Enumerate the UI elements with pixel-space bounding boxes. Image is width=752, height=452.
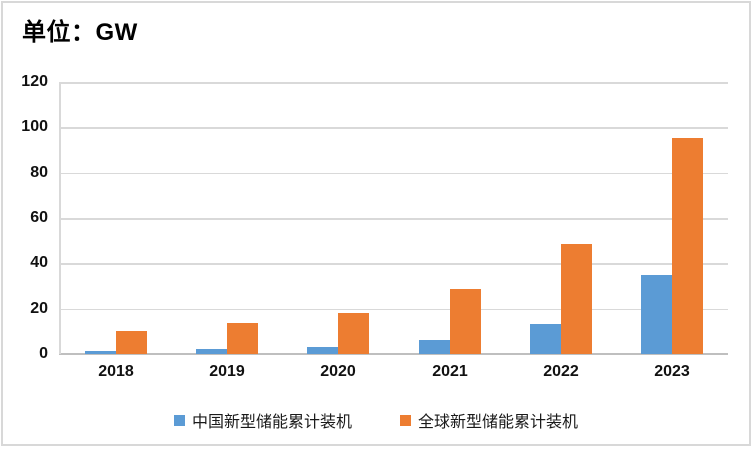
bar-china-2019 bbox=[196, 349, 227, 354]
gridline-y-20 bbox=[60, 308, 728, 311]
y-tick-label-100: 100 bbox=[21, 118, 48, 136]
y-axis-line bbox=[59, 82, 61, 354]
y-tick-label-120: 120 bbox=[21, 73, 48, 90]
legend: 中国新型储能累计装机 全球新型储能累计装机 bbox=[0, 408, 752, 432]
bar-china-2021 bbox=[419, 340, 450, 354]
bar-global-2020 bbox=[338, 313, 369, 354]
bar-china-2022 bbox=[530, 324, 561, 354]
x-tick-label-2022: 2022 bbox=[543, 363, 579, 380]
y-tick-label-20: 20 bbox=[30, 299, 48, 317]
chart-title: 单位：GW bbox=[22, 19, 138, 46]
gridline-y-120 bbox=[60, 82, 728, 84]
bar-global-2018 bbox=[116, 331, 147, 354]
gridline-y-40 bbox=[60, 263, 728, 265]
x-tick-label-2019: 2019 bbox=[209, 363, 245, 380]
x-tick-label-2023: 2023 bbox=[654, 363, 690, 380]
gridline-y-100 bbox=[60, 127, 728, 129]
x-tick-label-2020: 2020 bbox=[320, 363, 356, 380]
legend-item-china: 中国新型储能累计装机 bbox=[173, 408, 352, 432]
x-tick-label-2018: 2018 bbox=[98, 363, 134, 380]
x-tick-label-2021: 2021 bbox=[432, 363, 468, 380]
bar-china-2018 bbox=[85, 351, 116, 354]
legend-label-global: 全球新型储能累计装机 bbox=[418, 414, 579, 431]
legend-swatch-china bbox=[173, 414, 185, 426]
gridline-y-80 bbox=[60, 172, 728, 175]
gridline-y-60 bbox=[60, 218, 728, 220]
bar-global-2019 bbox=[227, 323, 258, 354]
y-tick-label-40: 40 bbox=[30, 254, 48, 272]
bar-china-2020 bbox=[307, 347, 338, 354]
bar-global-2022 bbox=[561, 244, 592, 354]
y-tick-label-60: 60 bbox=[30, 209, 48, 226]
legend-label-china: 中国新型储能累计装机 bbox=[191, 414, 352, 431]
bar-global-2023 bbox=[672, 138, 703, 354]
bar-china-2023 bbox=[641, 275, 672, 354]
x-axis-line bbox=[59, 353, 728, 355]
y-tick-label-0: 0 bbox=[39, 345, 48, 362]
y-tick-label-80: 80 bbox=[30, 163, 48, 181]
bar-global-2021 bbox=[450, 289, 481, 354]
legend-item-global: 全球新型储能累计装机 bbox=[400, 408, 578, 432]
legend-swatch-global bbox=[400, 414, 411, 426]
